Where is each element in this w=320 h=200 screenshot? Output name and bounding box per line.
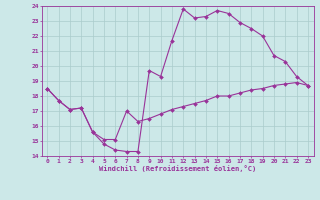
X-axis label: Windchill (Refroidissement éolien,°C): Windchill (Refroidissement éolien,°C) [99,165,256,172]
